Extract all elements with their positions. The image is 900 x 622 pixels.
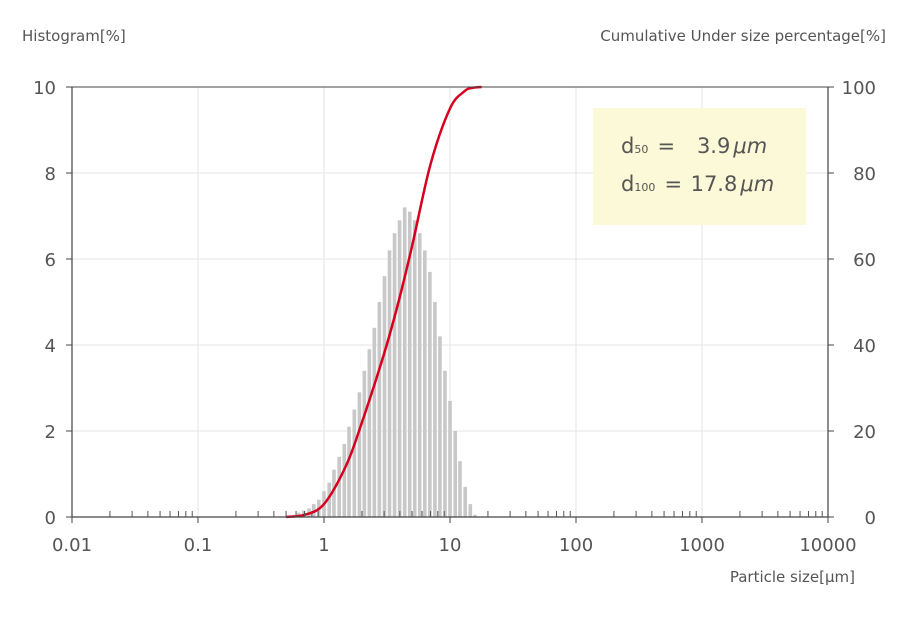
annotation-unit: μm (740, 172, 775, 196)
x-tick-label: 0.01 (52, 535, 92, 556)
histogram-bar (422, 250, 427, 517)
annotation-box: d50 = 3.9 μm d100 = 17.8 μm (593, 108, 806, 225)
histogram-bar (342, 443, 347, 517)
y-tick-label-left: 0 (45, 508, 56, 529)
y-tick-label-right: 100 (842, 78, 876, 99)
y-tick-label-left: 8 (45, 164, 56, 185)
y-tick-label-left: 6 (45, 250, 56, 271)
minor-ticks (109, 511, 823, 517)
y-tick-label-right: 40 (853, 336, 876, 357)
histogram-bar (372, 327, 377, 517)
y-axis-left-label: Histogram[%] (22, 27, 126, 45)
cumulative-curve-layer (285, 85, 482, 519)
annotation-subscript: 100 (634, 181, 656, 194)
histogram-bar (332, 469, 336, 517)
cumulative-curve (285, 85, 482, 519)
d50-annotation: d50 = 3.9 μm (621, 134, 767, 158)
histogram-bar (402, 207, 407, 517)
histogram-bar (327, 482, 332, 517)
histogram-bar (448, 400, 452, 517)
histogram-bar (412, 220, 417, 518)
y-tick-label-left: 4 (45, 336, 56, 357)
x-tick-label: 1000 (679, 535, 725, 556)
histogram-bar (377, 302, 382, 517)
histogram-bar (433, 302, 437, 517)
x-tick-label: 10000 (799, 535, 856, 556)
histogram-bar (458, 461, 462, 517)
x-tick-label: 100 (559, 535, 593, 556)
histogram-bar (428, 271, 432, 517)
annotation-value: 3.9 (696, 134, 731, 158)
histogram-bar (387, 250, 392, 517)
x-axis-label: Particle size[µm] (729, 568, 855, 586)
histogram-bar (473, 514, 477, 517)
histogram-bar (357, 392, 362, 517)
y-tick-label-right: 80 (853, 164, 876, 185)
histogram-bar (352, 409, 357, 517)
annotation-symbol: d (621, 134, 635, 158)
histogram-bar (453, 431, 458, 517)
histogram-bar (463, 486, 468, 517)
x-tick-label: 0.1 (184, 535, 213, 556)
d100-annotation: d100 = 17.8 μm (621, 172, 774, 196)
histogram-bar (417, 233, 422, 517)
y-tick-label-right: 60 (853, 250, 876, 271)
histogram-bar (397, 220, 402, 518)
annotation-symbol: d (621, 172, 635, 196)
axes (66, 86, 834, 523)
histogram-bar (347, 426, 351, 517)
y-tick-label-left: 10 (33, 78, 56, 99)
histogram-bar (367, 349, 372, 517)
y-tick-label-right: 20 (853, 422, 876, 443)
histogram-bar (392, 233, 397, 517)
annotation-equals: = (657, 134, 676, 158)
histogram-bar (468, 504, 473, 517)
annotation-value: 17.8 (690, 172, 738, 196)
histogram-bars (292, 207, 477, 518)
y-tick-label-left: 2 (45, 422, 56, 443)
histogram-bar (382, 276, 387, 517)
annotation-equals: = (664, 172, 683, 196)
x-tick-label: 1 (318, 535, 329, 556)
y-tick-label-right: 0 (865, 508, 876, 529)
annotation-unit: μm (733, 134, 768, 158)
histogram-bar (407, 211, 412, 517)
histogram-bar (362, 370, 367, 517)
histogram-bar (301, 510, 306, 517)
histogram-bar (438, 336, 442, 517)
histogram-bar (337, 456, 342, 517)
x-tick-label: 10 (439, 535, 462, 556)
histogram-bar (443, 370, 447, 517)
y-axis-right-label: Cumulative Under size percentage[%] (600, 27, 886, 45)
annotation-subscript: 50 (634, 143, 649, 156)
grid (72, 87, 828, 517)
